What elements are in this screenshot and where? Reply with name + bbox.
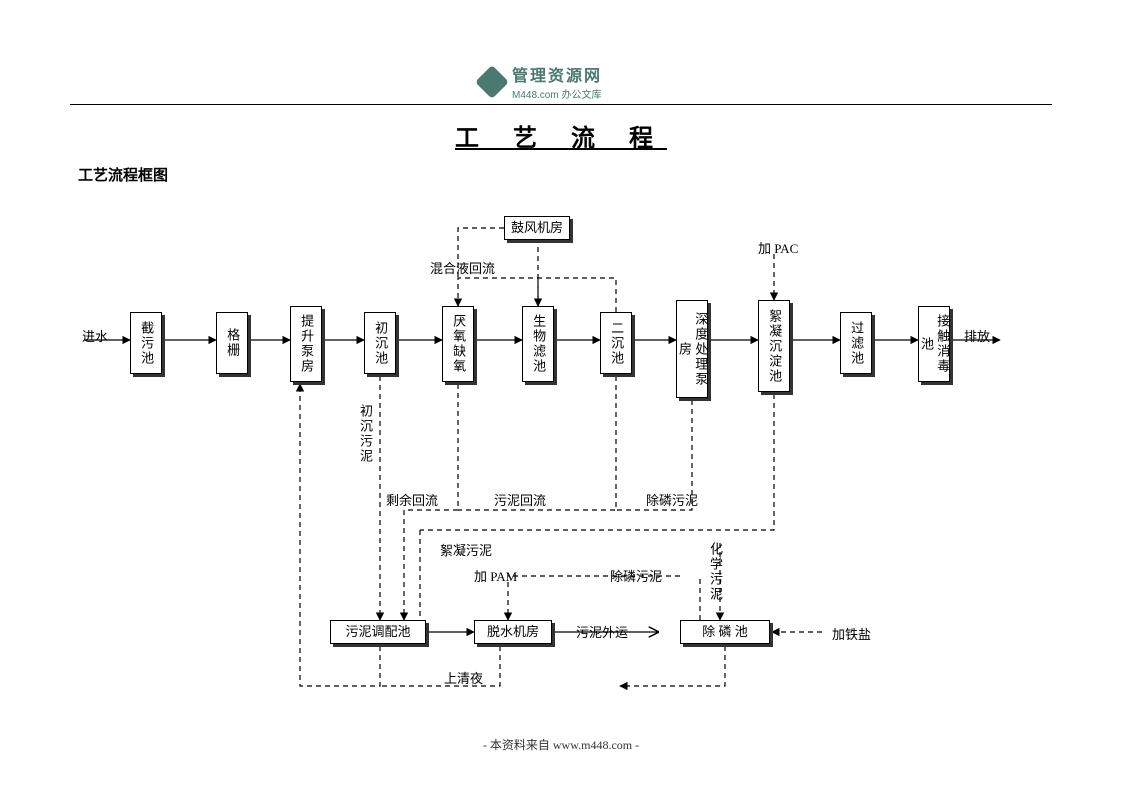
flow-label: 初沉污泥 <box>356 404 375 464</box>
flow-label: 除磷污泥 <box>610 566 662 585</box>
node-disinfect: 接触消毒池 <box>918 306 950 382</box>
node-phospool: 除 磷 池 <box>680 620 770 644</box>
node-secondary: 二沉池 <box>600 312 632 374</box>
flow-label: 除磷污泥 <box>646 490 698 509</box>
node-blower: 鼓风机房 <box>504 216 570 240</box>
flow-label: 进水 <box>82 326 108 345</box>
node-intercept: 截污池 <box>130 312 162 374</box>
node-filter: 过滤池 <box>840 312 872 374</box>
flow-label: 剩余回流 <box>386 490 438 509</box>
node-floc: 絮凝沉淀池 <box>758 300 790 392</box>
edge <box>538 242 570 306</box>
diagram-subtitle: 工艺流程框图 <box>78 164 168 185</box>
flow-label: 絮凝污泥 <box>440 540 492 559</box>
brand-name: 管理资源网 <box>512 62 602 86</box>
flow-label: 加铁盐 <box>832 624 871 643</box>
edge <box>620 646 725 686</box>
node-sludgetank: 污泥调配池 <box>330 620 426 644</box>
node-lift: 提升泵房 <box>290 306 322 382</box>
flow-label: 污泥回流 <box>494 490 546 509</box>
page-root: 管理资源网 M448.com 办公文库 工 艺 流 程 工艺流程框图 鼓风机房截… <box>0 0 1122 793</box>
flow-label: 加 PAC <box>758 238 798 257</box>
brand-logo: 管理资源网 M448.com 办公文库 <box>480 62 602 101</box>
node-anoxic: 厌氧缺氧 <box>442 306 474 382</box>
brand-sub: M448.com 办公文库 <box>512 86 602 101</box>
page-footer: - 本资料来自 www.m448.com - <box>0 736 1122 753</box>
edge <box>420 394 774 530</box>
flow-label: 混合液回流 <box>430 258 495 277</box>
flow-label: 加 PAM <box>474 566 517 585</box>
flow-label: 化学污泥 <box>706 542 725 602</box>
page-title: 工 艺 流 程 <box>0 118 1122 153</box>
node-primary: 初沉池 <box>364 312 396 374</box>
node-deeppump: 深度处理泵房 <box>676 300 708 398</box>
flow-label: 污泥外运 <box>576 622 628 641</box>
node-grid: 格栅 <box>216 312 248 374</box>
flow-label: 排放 <box>964 326 990 345</box>
brand-icon <box>475 65 509 99</box>
node-dewater: 脱水机房 <box>474 620 552 644</box>
header-rule <box>70 104 1052 105</box>
flow-label: 上清夜 <box>444 668 483 687</box>
node-biofilter: 生物滤池 <box>522 306 554 382</box>
